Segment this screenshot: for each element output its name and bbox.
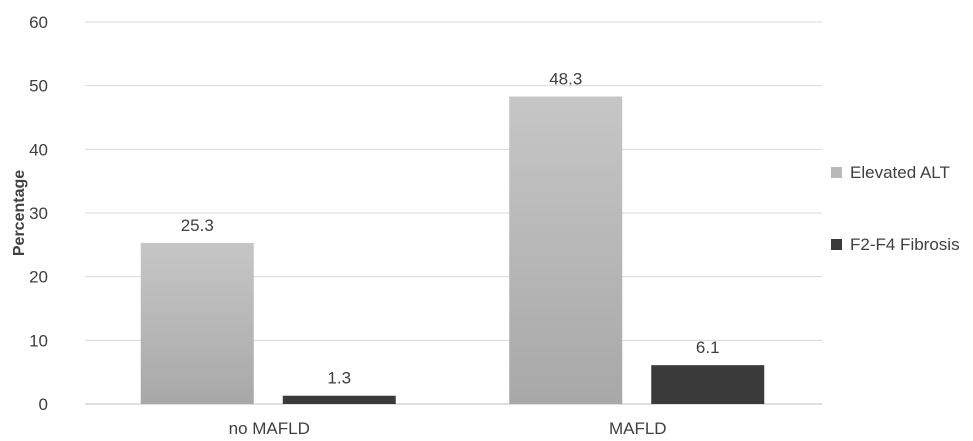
- bars: [140, 96, 765, 405]
- y-tick-label: 40: [29, 140, 48, 159]
- data-label: 6.1: [696, 338, 720, 357]
- y-tick-label: 60: [29, 13, 48, 32]
- legend: Elevated ALT F2-F4 Fibrosis: [831, 163, 960, 254]
- bar-elevated-alt-mafld: [509, 96, 623, 405]
- x-axis-categories: no MAFLD MAFLD: [229, 419, 667, 438]
- y-tick-label: 30: [29, 204, 48, 223]
- y-tick-label: 0: [39, 395, 48, 414]
- legend-swatch: [831, 239, 842, 250]
- data-labels: 25.3 1.3 48.3 6.1: [181, 69, 720, 387]
- y-tick-label: 10: [29, 331, 48, 350]
- x-category-label: no MAFLD: [229, 419, 310, 438]
- data-label: 25.3: [181, 216, 214, 235]
- data-label: 1.3: [327, 369, 351, 388]
- y-axis-ticks: 0 10 20 30 40 50 60: [29, 13, 48, 414]
- bar-f2-f4-fibrosis-no-mafld: [282, 395, 396, 404]
- y-tick-label: 50: [29, 77, 48, 96]
- legend-label: Elevated ALT: [850, 163, 950, 182]
- bar-f2-f4-fibrosis-mafld: [651, 365, 765, 404]
- y-tick-label: 20: [29, 268, 48, 287]
- data-label: 48.3: [549, 69, 582, 88]
- x-category-label: MAFLD: [609, 419, 667, 438]
- bar-elevated-alt-no-mafld: [140, 242, 254, 404]
- legend-swatch: [831, 167, 842, 178]
- y-axis-title: Percentage: [11, 170, 28, 256]
- legend-label: F2-F4 Fibrosis: [850, 235, 960, 254]
